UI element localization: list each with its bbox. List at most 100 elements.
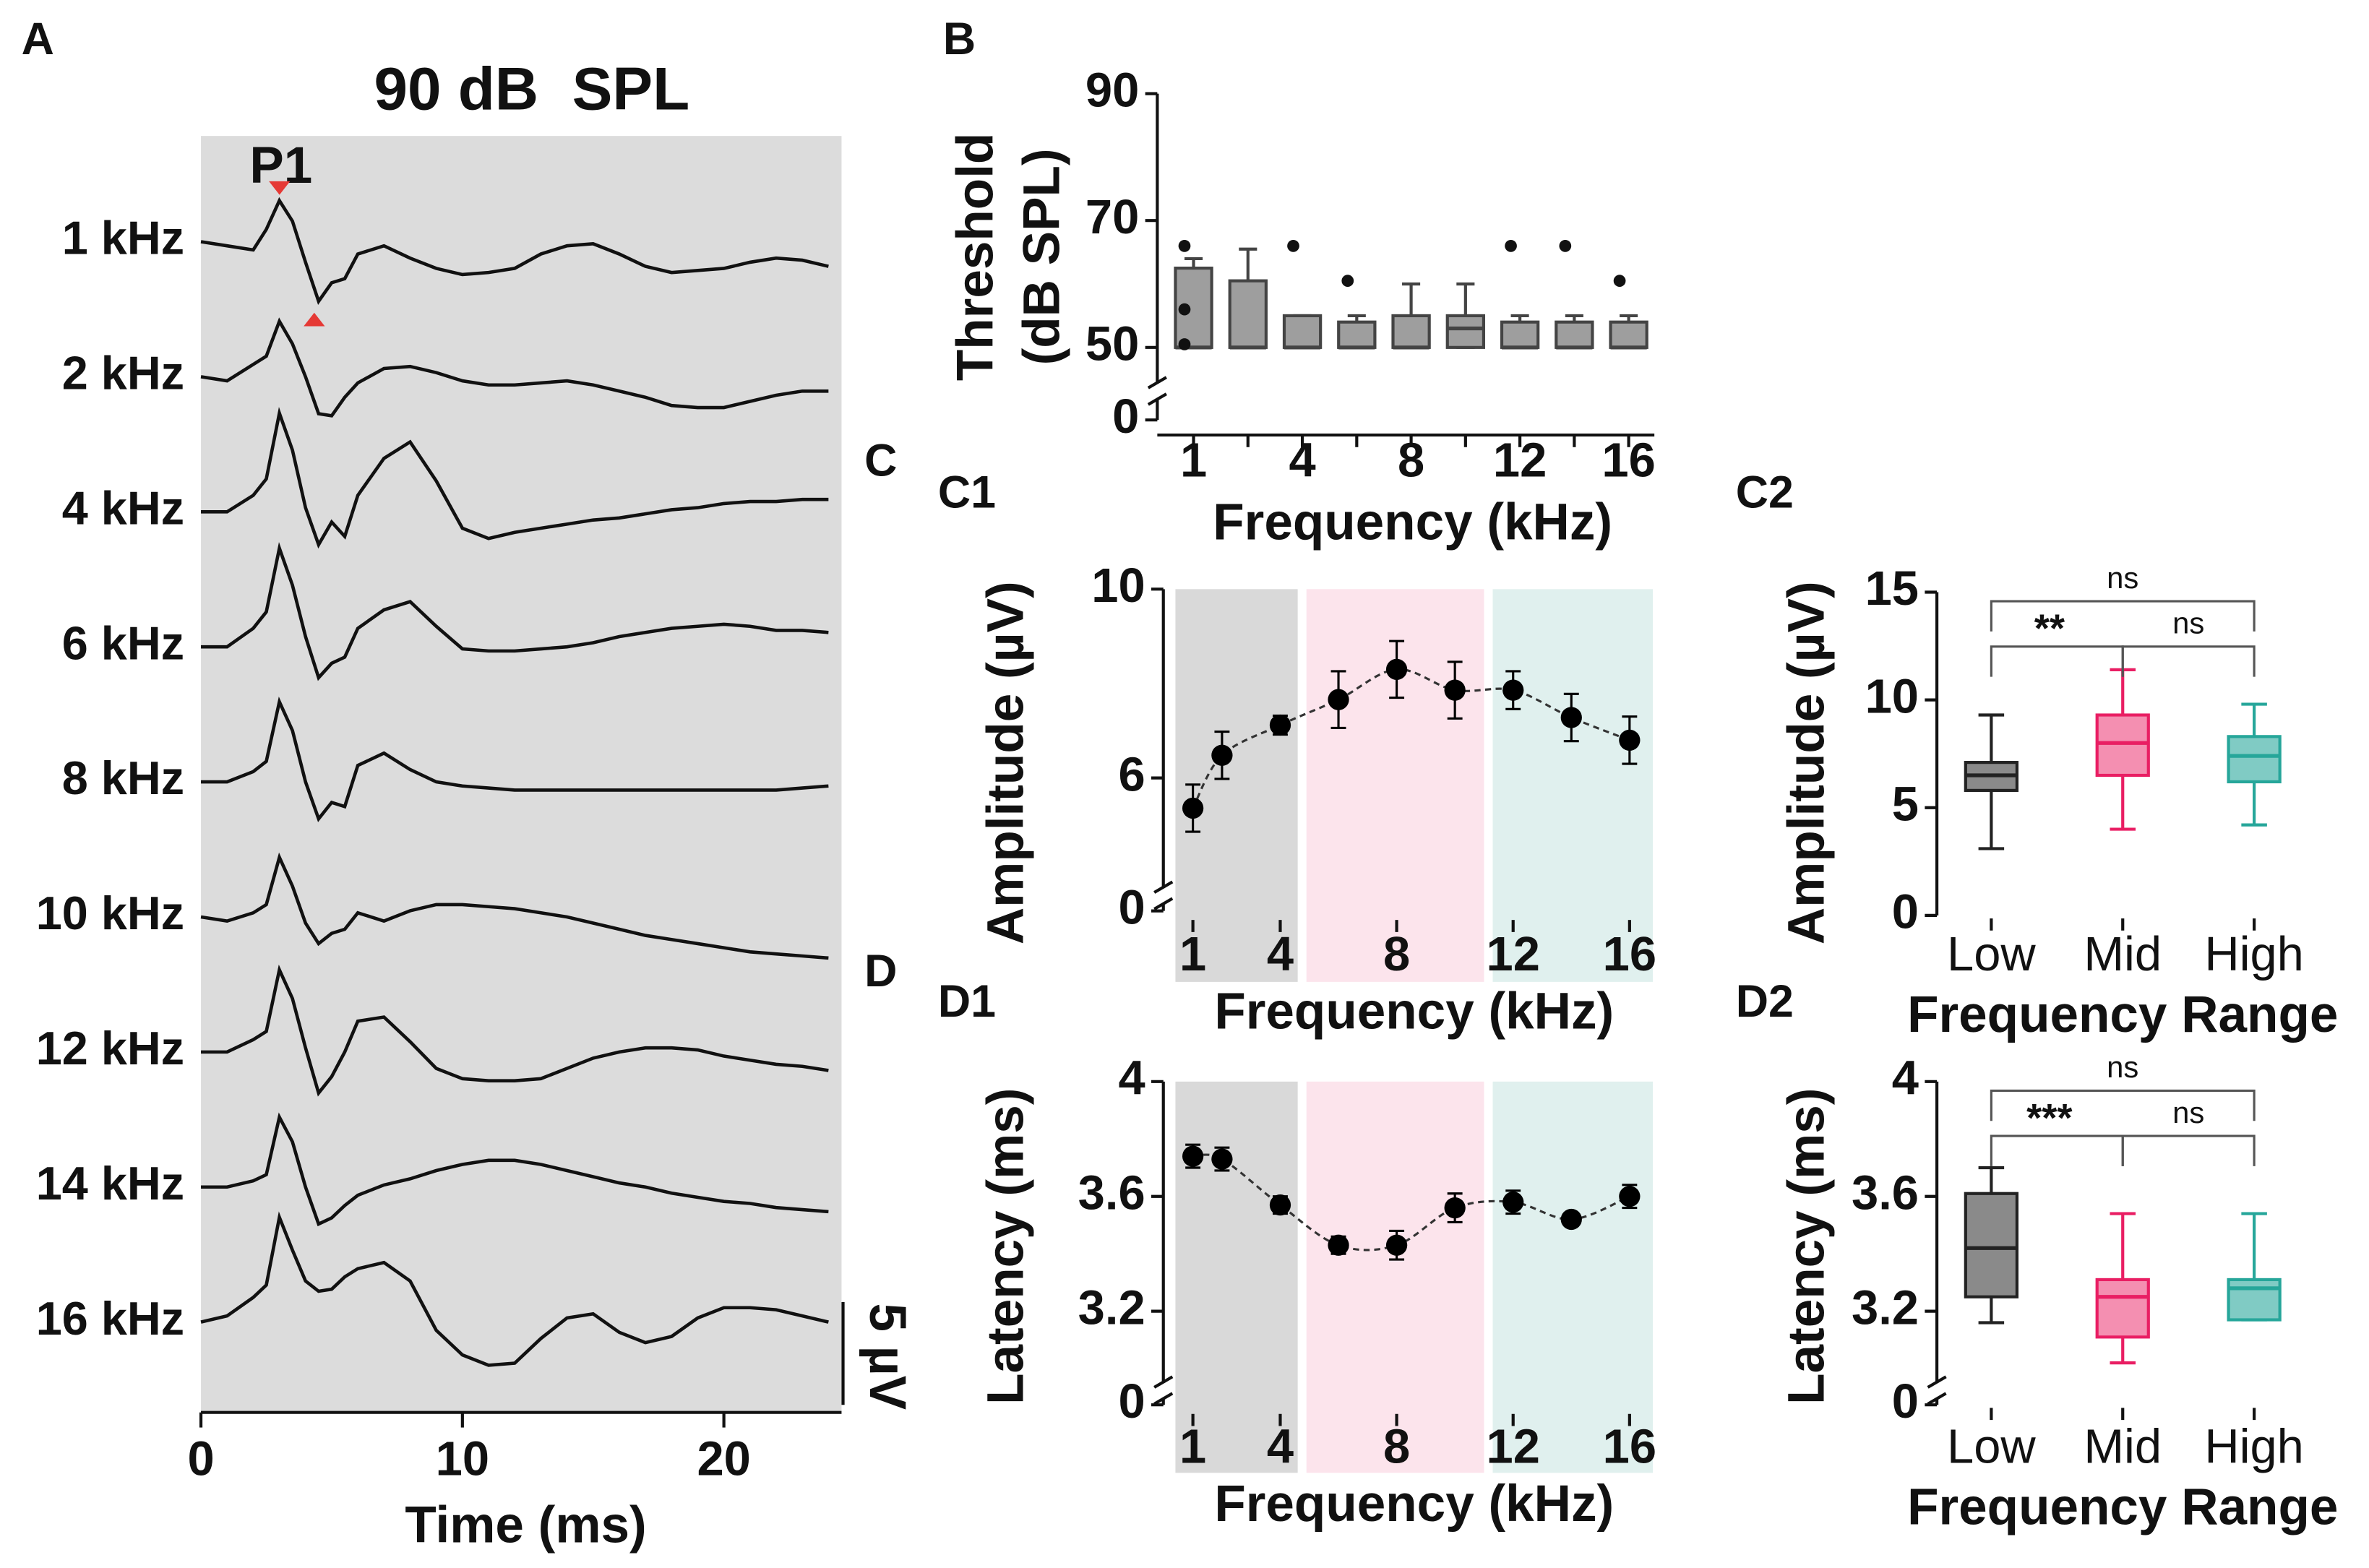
outlier: [1178, 338, 1191, 350]
y-tick-label: 4: [1118, 1051, 1145, 1106]
x-tick-label: 8: [1383, 927, 1410, 981]
data-point: [1211, 744, 1233, 766]
trace-label: 4 kHz: [62, 481, 184, 534]
x-tick-label: 8: [1398, 433, 1424, 487]
trace: [201, 696, 829, 822]
significance-bracket: [2121, 645, 2256, 677]
data-point: [1385, 658, 1408, 681]
y-tick-label: 90: [1085, 63, 1139, 117]
significance-label: ns: [2172, 1095, 2204, 1129]
trace: [200, 852, 829, 960]
chart-title: 90 dB SPL: [374, 55, 690, 123]
trace: [201, 964, 829, 1097]
significance-label: **: [2034, 606, 2065, 650]
trace-label: 6 kHz: [62, 616, 184, 669]
trace: [200, 197, 829, 305]
y-tick-label: 3.6: [1078, 1166, 1145, 1220]
box: [2227, 735, 2282, 784]
axis-break: [1147, 392, 1167, 406]
data-point: [1182, 797, 1204, 819]
x-tick-label: Mid: [2084, 1420, 2162, 1474]
axis-break: [1153, 1375, 1174, 1389]
data-point: [1211, 1148, 1233, 1170]
data-point: [1619, 1186, 1641, 1207]
y-tick-label: 0: [1892, 885, 1919, 939]
data-point: [1269, 1194, 1291, 1216]
panel-label: D1: [938, 976, 996, 1027]
axis-break: [1927, 1375, 1947, 1389]
data-point: [1502, 1192, 1524, 1213]
x-tick-label: 1: [1179, 1420, 1206, 1474]
box: [1228, 279, 1268, 349]
y-axis-label: Latency (ms): [1778, 1088, 1835, 1405]
y-axis-label: Amplitude (µV): [977, 581, 1034, 944]
significance-label: ns: [2107, 1050, 2138, 1084]
box: [2227, 1278, 2282, 1322]
x-axis-label: Frequency Range: [1907, 986, 2338, 1043]
box: [1337, 320, 1377, 349]
significance-label: ns: [2107, 561, 2138, 595]
significance-bracket: [2121, 1134, 2256, 1166]
panel-label: C1: [938, 467, 996, 517]
data-point: [1385, 1234, 1408, 1256]
plot-background: [201, 136, 842, 1413]
outlier: [1559, 239, 1572, 252]
y-axis-label: (dB SPL): [1013, 148, 1070, 365]
range-band: [1306, 589, 1484, 982]
y-tick-label: 5: [1892, 777, 1919, 831]
trace-label: 2 kHz: [62, 347, 184, 400]
significance-bracket: [1990, 1134, 2124, 1166]
box: [1555, 320, 1594, 349]
box: [1391, 314, 1431, 349]
y-tick-label: 10: [1091, 559, 1145, 613]
significance-bracket: [1990, 645, 2124, 677]
trace-label: 8 kHz: [62, 751, 184, 804]
x-tick-label: 16: [1603, 1420, 1656, 1474]
x-tick-label: 16: [1603, 927, 1656, 981]
panel-label: C: [864, 435, 897, 486]
x-tick-label: 8: [1383, 1420, 1410, 1474]
y-tick-label: 10: [1865, 669, 1919, 723]
x-tick-label: High: [2204, 927, 2304, 981]
y-axis-label: Amplitude (µV): [1778, 581, 1835, 944]
box: [2095, 1278, 2150, 1339]
trace-label: 10 kHz: [36, 887, 184, 939]
panel-label: A: [22, 14, 54, 64]
x-tick-label: 20: [697, 1431, 750, 1486]
annotation: 5 µV: [859, 1304, 916, 1410]
axis-break: [1147, 376, 1167, 389]
panel-label: D2: [1736, 976, 1794, 1027]
outlier: [1613, 275, 1626, 287]
x-tick-label: Mid: [2084, 927, 2162, 981]
box: [1964, 1192, 2018, 1298]
data-point: [1444, 679, 1466, 701]
y-tick-label: 50: [1085, 317, 1139, 371]
y-tick-label: 0: [1118, 1374, 1145, 1429]
y-tick-label: 70: [1085, 190, 1139, 244]
significance-bracket: [1990, 1089, 2256, 1121]
trace-label: 1 kHz: [62, 212, 184, 264]
trace: [201, 542, 829, 681]
x-tick-label: Low: [1947, 927, 2036, 981]
y-tick-label: 4: [1892, 1051, 1919, 1106]
trace-label: 14 kHz: [36, 1157, 184, 1210]
outlier: [1178, 303, 1191, 316]
trace: [200, 1211, 829, 1367]
x-tick-label: Low: [1947, 1420, 2036, 1474]
box: [1282, 314, 1323, 349]
y-tick-label: 6: [1118, 747, 1145, 801]
data-point: [1182, 1145, 1204, 1167]
data-point: [1560, 707, 1582, 728]
panel-label: B: [943, 14, 976, 64]
data-point: [1444, 1197, 1466, 1219]
x-tick-label: High: [2204, 1420, 2304, 1474]
x-tick-label: 4: [1289, 433, 1315, 487]
axis-break: [1153, 897, 1174, 910]
y-tick-label: 3.2: [1078, 1280, 1145, 1335]
axis-break: [1927, 1392, 1947, 1405]
outlier: [1505, 239, 1517, 252]
x-tick-label: 12: [1487, 927, 1540, 981]
x-tick-label: 12: [1493, 433, 1547, 487]
x-axis-label: Frequency (kHz): [1214, 1476, 1614, 1533]
